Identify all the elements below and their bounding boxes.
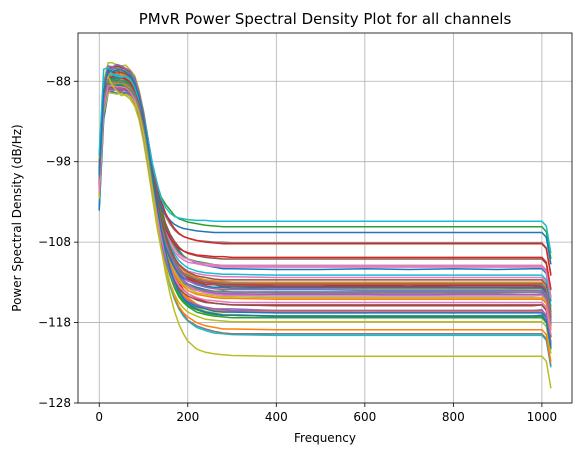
channel-line-30	[98, 74, 552, 349]
series-group	[98, 62, 552, 389]
y-tick-label: −98	[46, 155, 71, 169]
x-tick-label: 400	[265, 410, 288, 424]
channel-line-21	[98, 90, 552, 265]
y-tick-label: −118	[38, 316, 71, 330]
y-tick-label: −128	[38, 396, 71, 410]
channel-line-33	[98, 78, 552, 350]
channel-line-39	[98, 91, 552, 354]
x-tick-label: 200	[176, 410, 199, 424]
channel-line-50	[98, 66, 552, 254]
channel-line-51	[98, 69, 552, 349]
channel-line-49	[98, 75, 552, 389]
y-axis-ticks: −128 −118 −108 −98 −88	[38, 74, 78, 410]
x-tick-label: 1000	[527, 410, 558, 424]
x-tick-label: 600	[353, 410, 376, 424]
x-axis-ticks: 0 200 400 600 800 1000	[95, 403, 557, 424]
channel-line-2	[98, 70, 552, 346]
grid	[78, 33, 572, 404]
x-axis-label: Frequency	[294, 431, 356, 445]
y-axis-label: Power Spectral Density (dB/Hz)	[10, 124, 24, 311]
chart-title: PMvR Power Spectral Density Plot for all…	[139, 10, 512, 28]
channel-line-46	[98, 70, 552, 313]
x-tick-label: 800	[442, 410, 465, 424]
channel-line-47	[98, 84, 552, 335]
channel-line-42	[98, 82, 552, 331]
plot-frame	[77, 32, 573, 404]
x-tick-label: 0	[95, 410, 103, 424]
y-tick-label: −108	[38, 235, 71, 249]
channel-line-1	[98, 81, 552, 302]
y-tick-label: −88	[46, 74, 71, 88]
channel-line-48	[98, 79, 552, 317]
